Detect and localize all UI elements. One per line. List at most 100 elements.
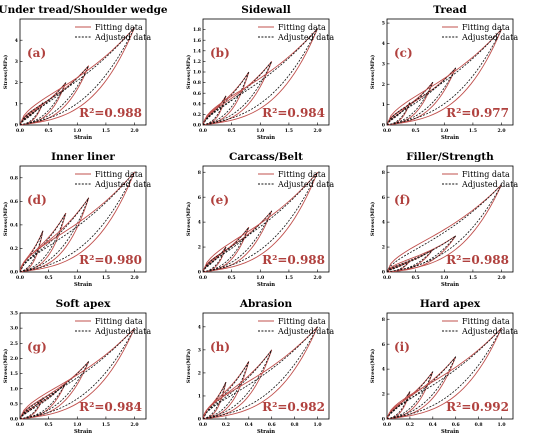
y-tick-label: 3 — [382, 61, 385, 67]
fitting-loading-curve — [202, 171, 318, 273]
chart-panel-c: Tread 0.0 0.5 1.0 1.5 2.0 0 1 2 3 4 5 Strain Stress(M… — [369, 4, 518, 141]
x-tick-label: 0.0 — [383, 422, 391, 428]
panel-title: Carcass/Belt — [229, 151, 303, 163]
y-tick-label: 0 — [198, 270, 201, 276]
fitting-unloading-curve — [202, 361, 250, 420]
fitting-unloading-curve — [386, 327, 502, 420]
y-tick-label: 3.0 — [10, 326, 18, 332]
legend-adjusted-label: Adjusted data — [277, 33, 334, 42]
x-tick-label: 0.0 — [199, 128, 207, 134]
x-tick-label: 1.0 — [256, 275, 264, 281]
panel-label: (a) — [27, 46, 46, 60]
y-tick-label: 4 — [15, 38, 19, 44]
r2-annotation: R²=0.992 — [446, 400, 509, 414]
x-tick-label: 0.2 — [406, 422, 414, 428]
y-tick-label: 3 — [198, 347, 201, 353]
y-tick-label: 0.5 — [10, 401, 18, 407]
y-tick-label: 2 — [198, 371, 201, 377]
adjusted-unloading-curve — [202, 71, 250, 126]
x-tick-label: 0.6 — [452, 422, 460, 428]
fitting-loading-curve — [386, 235, 456, 273]
y-tick-label: 0.0 — [10, 270, 18, 276]
adjusted-loading-curve — [386, 28, 502, 126]
panel-title: Under tread/Shoulder wedge — [0, 4, 168, 16]
legend-adjusted-label: Adjusted data — [461, 327, 518, 336]
panel-title: Abrasion — [239, 298, 293, 310]
adjusted-unloading-curve — [202, 28, 318, 126]
y-tick-label: 2 — [382, 82, 385, 88]
fitting-loading-curve — [19, 212, 67, 273]
y-axis-label: Stress(MPa) — [185, 349, 192, 384]
y-tick-label: 2 — [382, 392, 385, 398]
adjusted-unloading-curve — [19, 197, 90, 273]
legend-fitting-label: Fitting data — [95, 23, 143, 32]
panel-title: Filler/Strength — [406, 151, 494, 163]
fitting-unloading-curve — [386, 29, 502, 126]
y-axis-label: Stress(MPa) — [185, 202, 192, 237]
legend-fitting-label: Fitting data — [462, 317, 510, 326]
adjusted-loading-curve — [386, 249, 434, 273]
legend-fitting-label: Fitting data — [278, 317, 326, 326]
y-axis-label: Stress(MPa) — [369, 55, 376, 90]
adjusted-unloading-curve — [386, 356, 457, 420]
x-tick-label: 2.0 — [131, 275, 139, 281]
y-tick-label: 0.6 — [193, 91, 201, 97]
x-axis-label: Strain — [74, 282, 92, 288]
x-axis-label: Strain — [441, 282, 459, 288]
r2-annotation: R²=0.988 — [79, 106, 142, 120]
legend-fitting-label: Fitting data — [95, 170, 143, 179]
y-tick-label: 0.4 — [193, 101, 202, 107]
fitting-loading-curve — [386, 28, 502, 126]
y-tick-label: 8 — [382, 170, 385, 176]
x-tick-label: 2.0 — [498, 275, 506, 281]
x-tick-label: 1.5 — [285, 128, 293, 134]
panel-label: (h) — [210, 340, 230, 354]
fitting-unloading-curve — [202, 172, 318, 273]
y-tick-label: 0.2 — [193, 112, 201, 118]
y-tick-label: 4 — [382, 220, 386, 226]
adjusted-loading-curve — [202, 361, 250, 420]
y-axis-label: Stress(MPa) — [2, 202, 9, 237]
x-tick-label: 0.4 — [429, 422, 438, 428]
y-tick-label: 1 — [15, 101, 18, 107]
panel-title: Soft apex — [56, 298, 111, 310]
y-tick-label: 6 — [382, 342, 385, 348]
y-tick-label: 0.8 — [193, 80, 201, 86]
y-tick-label: 0.0 — [10, 417, 18, 423]
r2-annotation: R²=0.982 — [262, 400, 325, 414]
x-axis-label: Strain — [257, 282, 275, 288]
y-tick-label: 2.0 — [10, 356, 18, 362]
x-tick-label: 0.0 — [383, 275, 391, 281]
fitting-unloading-curve — [19, 212, 67, 273]
r2-annotation: R²=0.988 — [446, 253, 509, 267]
y-tick-label: 1 — [198, 394, 201, 400]
adjusted-unloading-curve — [19, 171, 135, 273]
fitting-loading-curve — [202, 61, 273, 126]
x-tick-label: 1.0 — [73, 422, 81, 428]
x-tick-label: 0.0 — [16, 128, 24, 134]
x-tick-label: 0.8 — [291, 422, 299, 428]
adjusted-loading-curve — [19, 82, 67, 126]
y-tick-label: 1 — [382, 102, 385, 108]
chart-panel-b: Sidewall 0.0 0.5 1.0 1.5 2.0 0.0 0.2 0.4 0.6 0.8 1.… — [185, 4, 334, 141]
chart-panel-g: Soft apex 0.0 0.5 1.0 1.5 2.0 0.0 0.5 1.0 1.5 2.0 2… — [2, 298, 151, 435]
adjusted-loading-curve — [19, 27, 135, 126]
adjusted-loading-curve — [19, 171, 135, 273]
adjusted-loading-curve — [386, 356, 457, 420]
y-tick-label: 5 — [382, 21, 385, 27]
x-axis-label: Strain — [257, 135, 275, 141]
fitting-loading-curve — [386, 327, 502, 420]
panel-label: (d) — [27, 193, 47, 207]
plot-frame — [386, 312, 514, 420]
x-tick-label: 1.0 — [440, 275, 448, 281]
x-axis-label: Strain — [441, 135, 459, 141]
y-tick-label: 0 — [382, 123, 385, 129]
adjusted-unloading-curve — [386, 327, 502, 420]
x-tick-label: 0.6 — [268, 422, 276, 428]
adjusted-loading-curve — [202, 28, 318, 126]
